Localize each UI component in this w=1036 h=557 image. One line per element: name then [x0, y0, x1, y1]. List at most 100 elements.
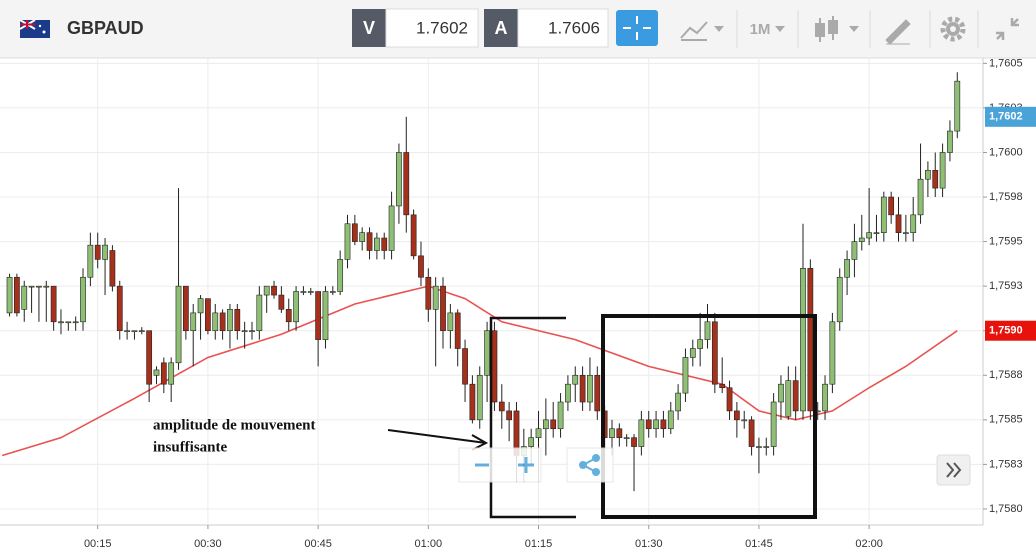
candle-body [807, 268, 814, 412]
candle-body [587, 374, 593, 403]
candle-body [278, 294, 285, 310]
candle-body [734, 410, 740, 421]
candle-body [58, 321, 64, 324]
candle-body [138, 330, 145, 333]
candle-body [844, 259, 850, 278]
candle-body [719, 383, 726, 389]
candle-body [366, 232, 373, 251]
dropdown-arrow [775, 26, 785, 32]
candle-body [653, 419, 659, 430]
timeframe[interactable]: 1M [750, 21, 771, 38]
dropdown-arrow [849, 26, 859, 32]
candle-body [748, 419, 755, 447]
candle-body [939, 152, 946, 189]
y-tick-label: 1,7598 [989, 191, 1023, 203]
ask-label: A [495, 18, 508, 38]
candle-body [675, 392, 681, 412]
candle-body [484, 330, 490, 376]
candle-body [902, 232, 909, 234]
annotation-arrow [387, 429, 489, 451]
candle-body [623, 437, 630, 439]
candle-body [153, 369, 160, 376]
candle-body [462, 348, 468, 385]
x-tick-label: 00:45 [304, 538, 332, 550]
candle-body [557, 401, 564, 430]
candle-body [388, 205, 395, 251]
candle-body [271, 285, 277, 296]
chart-type-icon[interactable] [680, 21, 708, 41]
candle-body [374, 237, 380, 251]
y-tick-label: 1,7588 [989, 369, 1023, 381]
candle-body [851, 241, 858, 260]
candle-icon[interactable] [815, 16, 838, 42]
y-tick-label: 1,7605 [989, 57, 1023, 69]
candle-body [542, 419, 549, 430]
crosshair-icon [623, 16, 651, 40]
candle-body [183, 285, 189, 332]
candle-body [506, 410, 513, 421]
collapse-icon[interactable] [996, 18, 1019, 40]
candle-body [631, 437, 637, 447]
candle-body [285, 309, 292, 323]
candle-body [616, 428, 623, 438]
candle-body [36, 285, 42, 288]
draw-icon[interactable] [885, 19, 911, 45]
candle-body [403, 152, 410, 216]
last-price-badge-label: 1,7602 [989, 111, 1023, 123]
candle-body [800, 268, 806, 412]
share[interactable] [579, 454, 600, 476]
candle-body [351, 223, 358, 242]
candle-body [234, 309, 241, 332]
candle-body [227, 309, 233, 332]
candle-body [344, 223, 351, 260]
candle-body [756, 446, 762, 448]
candle-body [778, 383, 784, 403]
candle-body [528, 437, 535, 447]
candle-body [241, 330, 248, 333]
annotation-bracket [489, 316, 576, 519]
candle-body [910, 214, 917, 233]
candle-body [212, 312, 219, 332]
candle-body [565, 383, 571, 403]
candle-body [80, 276, 86, 323]
ma-badge-label: 1,7590 [989, 325, 1023, 337]
candle-body [917, 178, 924, 216]
annotation: insuffisante [153, 439, 228, 455]
ask-button[interactable] [484, 9, 518, 47]
candle-body [895, 214, 902, 233]
candle-body [491, 330, 498, 403]
bid-label: V [363, 18, 375, 38]
candle-body [329, 291, 336, 293]
candle-body [785, 380, 792, 417]
candle-body [704, 321, 711, 340]
candle-body [146, 330, 153, 385]
candle-body [168, 362, 175, 385]
candle-body [160, 362, 167, 385]
settings-icon[interactable] [940, 16, 966, 42]
bid-price: 1.7602 [416, 18, 468, 37]
candle-body [822, 383, 828, 412]
crosshair-button[interactable] [616, 10, 658, 46]
candle-body [307, 291, 314, 293]
ask-field [517, 8, 609, 48]
candle-body [469, 383, 476, 421]
candle-body [947, 130, 953, 153]
candle-body [205, 298, 211, 332]
candle-body [954, 80, 961, 132]
candle-body [94, 244, 101, 260]
zoom-in[interactable] [518, 457, 534, 473]
x-tick-label: 01:45 [745, 538, 773, 550]
candle-body [447, 312, 454, 332]
candle-body [535, 428, 542, 438]
candle-body [175, 285, 182, 364]
y-tick-label: 1,7593 [989, 280, 1023, 292]
candle-body [432, 285, 439, 310]
bid-button[interactable] [352, 9, 386, 47]
candle-body [572, 374, 579, 385]
candle-body [476, 374, 483, 421]
candle-body [689, 348, 696, 358]
candle-body [726, 387, 733, 412]
candle-body [579, 374, 586, 403]
candle-body [263, 285, 270, 296]
